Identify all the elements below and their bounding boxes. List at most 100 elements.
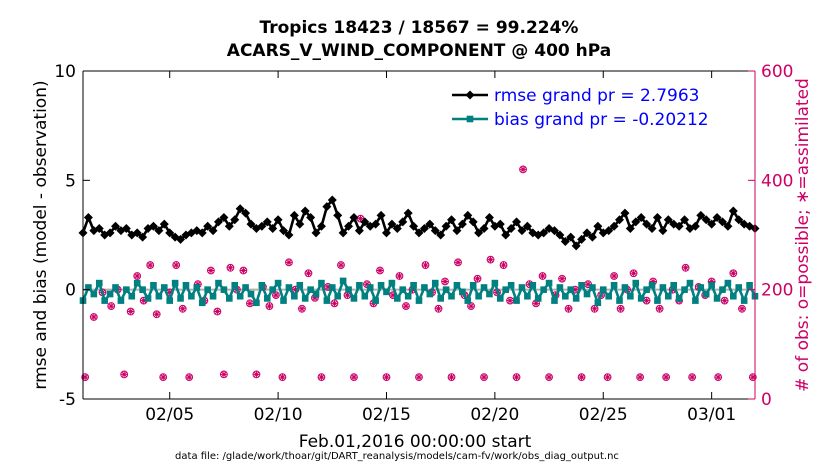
obs-assimilated-marker bbox=[166, 288, 174, 296]
bias-point bbox=[632, 279, 640, 287]
rmse-point bbox=[501, 230, 511, 240]
obs-assimilated-marker bbox=[272, 291, 280, 299]
obs-assimilated-marker bbox=[90, 313, 98, 321]
y-tick-label: -5 bbox=[59, 390, 76, 410]
y-tick-label: 10 bbox=[54, 62, 76, 82]
rmse-point bbox=[354, 226, 364, 236]
bias-point bbox=[231, 281, 239, 289]
bias-point bbox=[204, 286, 211, 293]
obs-assimilated-marker bbox=[81, 373, 89, 381]
rmse-point bbox=[549, 226, 559, 236]
obs-assimilated-marker bbox=[207, 266, 215, 275]
rmse-point bbox=[717, 217, 727, 227]
bias-point bbox=[90, 290, 98, 298]
chart-subtitle: ACARS_V_WIND_COMPONENT @ 400 hPa bbox=[227, 41, 611, 61]
bias-point bbox=[188, 292, 195, 300]
bias-point bbox=[502, 286, 510, 293]
bias-point bbox=[599, 286, 607, 293]
obs-assimilated-marker bbox=[721, 297, 729, 305]
bias-point bbox=[415, 297, 423, 304]
chart-title: Tropics 18423 / 18567 = 99.224% bbox=[260, 18, 579, 38]
bias-point bbox=[339, 277, 347, 285]
obs-assimilated-marker bbox=[749, 373, 757, 381]
bias-point bbox=[312, 290, 320, 298]
bias-point bbox=[713, 295, 721, 302]
bias-point bbox=[697, 284, 705, 291]
rmse-point bbox=[279, 226, 289, 236]
x-axis-label: Feb.01,2016 00:00:00 start bbox=[299, 432, 532, 452]
obs-assimilated-marker bbox=[656, 305, 664, 313]
bias-point bbox=[567, 286, 575, 293]
obs-assimilated-marker bbox=[708, 277, 716, 286]
obs-assimilated-marker bbox=[185, 373, 193, 381]
rmse-point bbox=[176, 234, 186, 244]
bias-point bbox=[616, 297, 623, 304]
x-tick-label: 02/10 bbox=[254, 405, 303, 425]
bias-point bbox=[198, 299, 206, 307]
bias-point bbox=[123, 286, 130, 293]
rmse-point bbox=[609, 221, 619, 231]
legend-bias-marker bbox=[466, 115, 474, 123]
rmse-point bbox=[663, 215, 673, 225]
rmse-point bbox=[517, 226, 527, 236]
bias-point bbox=[182, 281, 190, 289]
rmse-point bbox=[203, 221, 213, 231]
obs-assimilated-marker bbox=[246, 299, 254, 307]
obs-assimilated-marker bbox=[415, 373, 423, 381]
bias-point bbox=[274, 279, 282, 287]
rmse-point bbox=[105, 228, 115, 238]
rmse-point bbox=[392, 223, 402, 233]
rmse-point bbox=[262, 217, 272, 227]
rmse-point bbox=[734, 215, 744, 225]
obs-assimilated-marker bbox=[714, 373, 722, 381]
bias-point bbox=[95, 279, 103, 287]
rmse-point bbox=[111, 221, 121, 231]
bias-point bbox=[529, 281, 537, 289]
bias-point bbox=[399, 286, 407, 293]
bias-point bbox=[356, 281, 363, 289]
rmse-point bbox=[447, 215, 457, 225]
bias-point bbox=[404, 292, 412, 300]
obs-assimilated-marker bbox=[649, 277, 657, 286]
obs-assimilated-marker bbox=[545, 373, 553, 381]
obs-assimilated-marker bbox=[278, 373, 287, 381]
obs-assimilated-marker bbox=[577, 373, 586, 381]
bias-point bbox=[692, 297, 699, 304]
rmse-point bbox=[327, 195, 337, 205]
rmse-point bbox=[463, 210, 473, 220]
rmse-point bbox=[430, 226, 440, 236]
rmse-point bbox=[652, 213, 662, 223]
obs-assimilated-marker bbox=[172, 261, 180, 269]
bias-point bbox=[437, 295, 444, 302]
rmse-point bbox=[707, 219, 717, 229]
y2-tick-label: 600 bbox=[761, 62, 793, 82]
bias-point bbox=[534, 295, 542, 302]
bias-point bbox=[746, 281, 753, 289]
rmse-point bbox=[349, 213, 359, 223]
rmse-point bbox=[615, 215, 625, 225]
bias-point bbox=[464, 297, 472, 304]
rmse-point bbox=[219, 213, 229, 223]
rmse-point bbox=[642, 219, 652, 229]
bias-point bbox=[160, 284, 168, 291]
bias-point bbox=[101, 297, 108, 304]
bias-point bbox=[513, 297, 520, 304]
rmse-point bbox=[289, 210, 299, 220]
rmse-point bbox=[436, 230, 446, 240]
bias-point bbox=[280, 297, 287, 304]
obs-assimilated-marker bbox=[304, 269, 313, 277]
obs-assimilated-marker bbox=[298, 305, 306, 313]
rmse-point bbox=[593, 221, 603, 231]
bias-point bbox=[637, 295, 645, 302]
obs-assimilated-marker bbox=[610, 272, 618, 280]
bias-point bbox=[171, 279, 179, 287]
bias-point bbox=[627, 292, 634, 300]
bias-point bbox=[377, 281, 385, 289]
data-file-footer: data file: /glade/work/thoar/git/DART_re… bbox=[175, 451, 619, 462]
rmse-point bbox=[474, 228, 484, 238]
rmse-point bbox=[495, 219, 505, 229]
bias-point bbox=[459, 288, 466, 296]
bias-point bbox=[540, 286, 547, 293]
rmse-point bbox=[311, 228, 321, 238]
